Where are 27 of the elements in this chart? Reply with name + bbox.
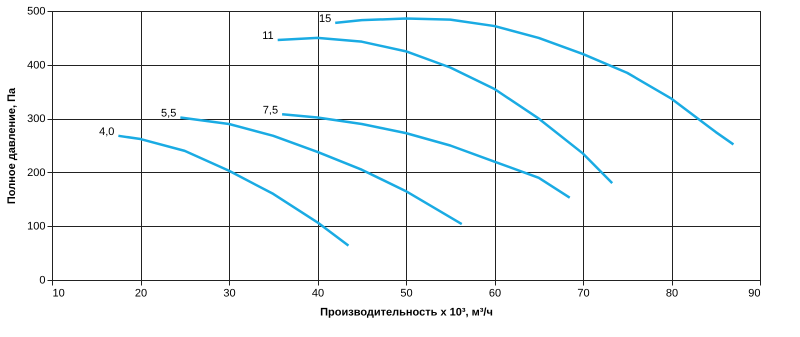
x-tick-label: 10 xyxy=(52,288,65,300)
y-tick-label: 0 xyxy=(39,274,46,286)
line-series xyxy=(276,36,614,184)
x-tick-label: 30 xyxy=(223,288,236,300)
y-tick-label: 500 xyxy=(27,6,46,18)
x-tick-label: 90 xyxy=(748,288,760,300)
x-tick-label: 20 xyxy=(134,288,148,300)
x-tick-label: 60 xyxy=(488,288,502,300)
series-label: 15 xyxy=(318,12,332,25)
series-label: 11 xyxy=(262,30,274,42)
y-tick-label: 100 xyxy=(27,220,46,233)
x-tick-label: 70 xyxy=(577,288,590,300)
line-series xyxy=(334,17,735,146)
x-tick-label: 50 xyxy=(400,288,413,300)
x-tick-label: 40 xyxy=(312,288,324,300)
line-series xyxy=(179,116,464,226)
series-label: 5,5 xyxy=(161,108,176,120)
series-label: 4,0 xyxy=(99,126,114,138)
y-axis-title: Полное давление, Па xyxy=(6,87,18,204)
y-tick-label: 200 xyxy=(27,166,46,179)
x-tick-label: 80 xyxy=(666,288,678,300)
x-axis-title: Производительность х 10³, м³/ч xyxy=(320,306,493,318)
line-series xyxy=(280,113,571,199)
series-label: 7,5 xyxy=(262,104,278,116)
y-tick-label: 400 xyxy=(27,59,46,72)
y-tick-label: 300 xyxy=(27,113,46,126)
line-series xyxy=(117,134,350,247)
